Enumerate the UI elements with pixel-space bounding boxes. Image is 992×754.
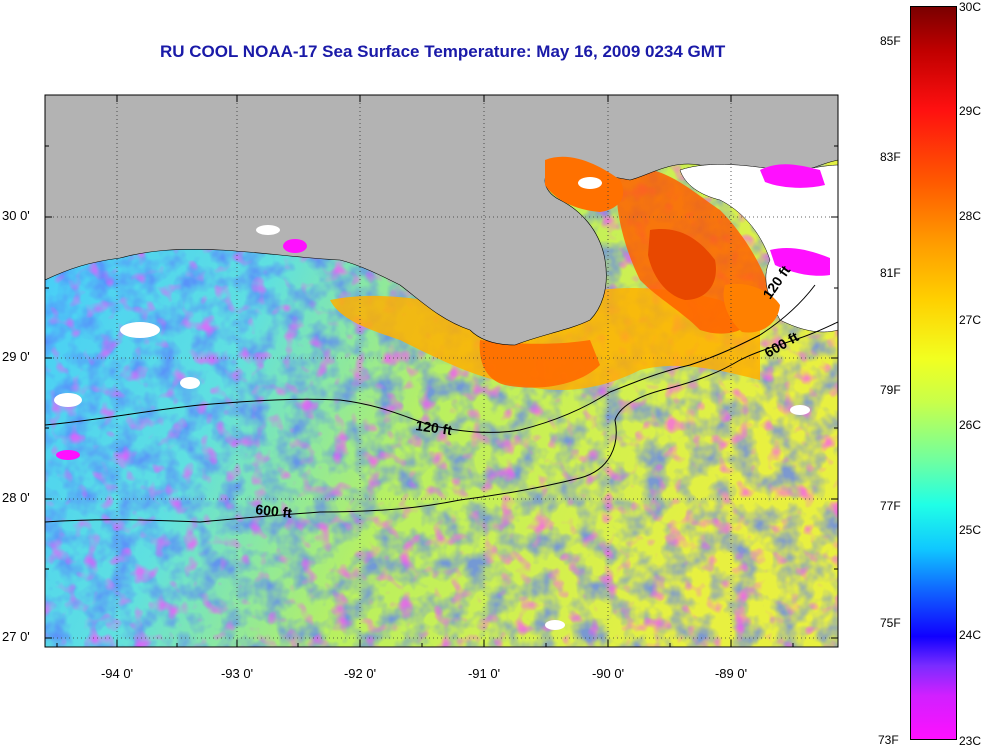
map-title: RU COOL NOAA-17 Sea Surface Temperature:… <box>160 42 726 61</box>
cloud-patch <box>790 405 810 415</box>
colorbar-c-23: 23C <box>959 734 982 748</box>
warm-lobe-river <box>723 283 780 333</box>
grid-lines <box>45 95 838 647</box>
lat-label-30: 30 0' <box>2 208 30 223</box>
cloud-patch <box>120 322 160 338</box>
lon-label-91: -91 0' <box>467 666 501 681</box>
lon-label-93: -93 0' <box>220 666 254 681</box>
colorbar-f-79: 79F <box>880 383 901 397</box>
magenta-patch <box>283 239 307 253</box>
contour-120ft <box>45 284 816 433</box>
contour-label-600ft-south: 600 ft <box>255 501 293 521</box>
colorbar-c-28: 28C <box>959 209 982 223</box>
contour-label-120ft-south: 120 ft <box>415 417 454 438</box>
lat-label-27: 27 0' <box>2 629 30 644</box>
colorbar-c-25: 25C <box>959 523 982 537</box>
magenta-patch <box>56 450 80 460</box>
axis-ticks <box>45 95 838 647</box>
colorbar-f-75: 75F <box>880 616 901 630</box>
colorbar-f-73: 73F <box>878 733 899 747</box>
lat-label-28: 28 0' <box>2 490 30 505</box>
colorbar-c-24: 24C <box>959 628 982 642</box>
magenta-east <box>760 164 825 188</box>
warm-lobe-delta <box>648 229 716 300</box>
colorbar-f-83: 83F <box>880 150 901 164</box>
map-frame: 120 ft 600 ft 120 ft 600 ft <box>45 95 838 647</box>
cloud-patch <box>54 393 82 407</box>
colorbar <box>910 6 957 740</box>
hot-plume <box>479 340 600 388</box>
colorbar-c-26: 26C <box>959 418 982 432</box>
lon-label-90: -90 0' <box>591 666 625 681</box>
colorbar-c-29: 29C <box>959 104 982 118</box>
lon-label-92: -92 0' <box>343 666 377 681</box>
cloud-patch <box>545 620 565 630</box>
colorbar-c-27: 27C <box>959 313 982 327</box>
colorbar-c-30: 30C <box>959 0 982 14</box>
map-border <box>44 94 839 648</box>
contour-600ft <box>45 321 838 523</box>
lat-label-29: 29 0' <box>2 349 30 364</box>
cloud-patch <box>256 225 280 235</box>
colorbar-f-85: 85F <box>880 34 901 48</box>
colorbar-f-81: 81F <box>880 266 901 280</box>
coastline-land <box>45 95 838 346</box>
magenta-east-2 <box>770 247 830 276</box>
colorbar-f-77: 77F <box>880 499 901 513</box>
lon-label-94: -94 0' <box>100 666 134 681</box>
lon-label-89: -89 0' <box>714 666 748 681</box>
cloud-patch <box>180 377 200 389</box>
cloud-patch <box>578 177 602 189</box>
